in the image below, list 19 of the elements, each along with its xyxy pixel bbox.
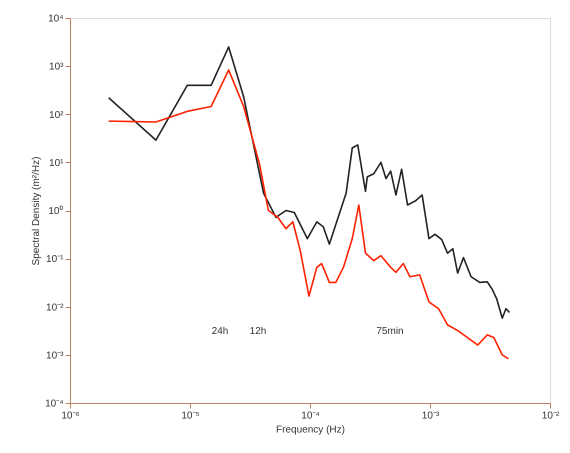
y-tick-label: 10⁻³ [46,350,64,362]
y-tick-label: 10¹ [49,158,64,169]
annotation: 24h [212,326,228,337]
y-tick-label: 10⁴ [48,14,64,24]
y-axis-title: Spectral Density (m²/Hz) [31,156,42,266]
y-tick-label: 10⁻⁴ [45,398,64,410]
y-tick-label: 10² [49,110,64,121]
annotation: 75min [376,326,404,337]
x-tick-label: 10⁻³ [422,410,440,422]
x-tick-label: 10⁻² [542,410,560,422]
x-tick-label: 10⁻⁵ [181,410,200,422]
x-axis-title: Frequency (Hz) [276,424,345,436]
y-tick-label: 10⁻¹ [46,254,64,266]
y-tick-label: 10³ [49,62,64,73]
x-tick-label: 10⁻⁶ [61,410,80,422]
y-tick-label: 10⁻² [46,302,64,314]
x-tick-label: 10⁻⁴ [301,410,320,422]
annotation: 12h [250,326,266,337]
y-tick-label: 10⁰ [48,205,64,217]
